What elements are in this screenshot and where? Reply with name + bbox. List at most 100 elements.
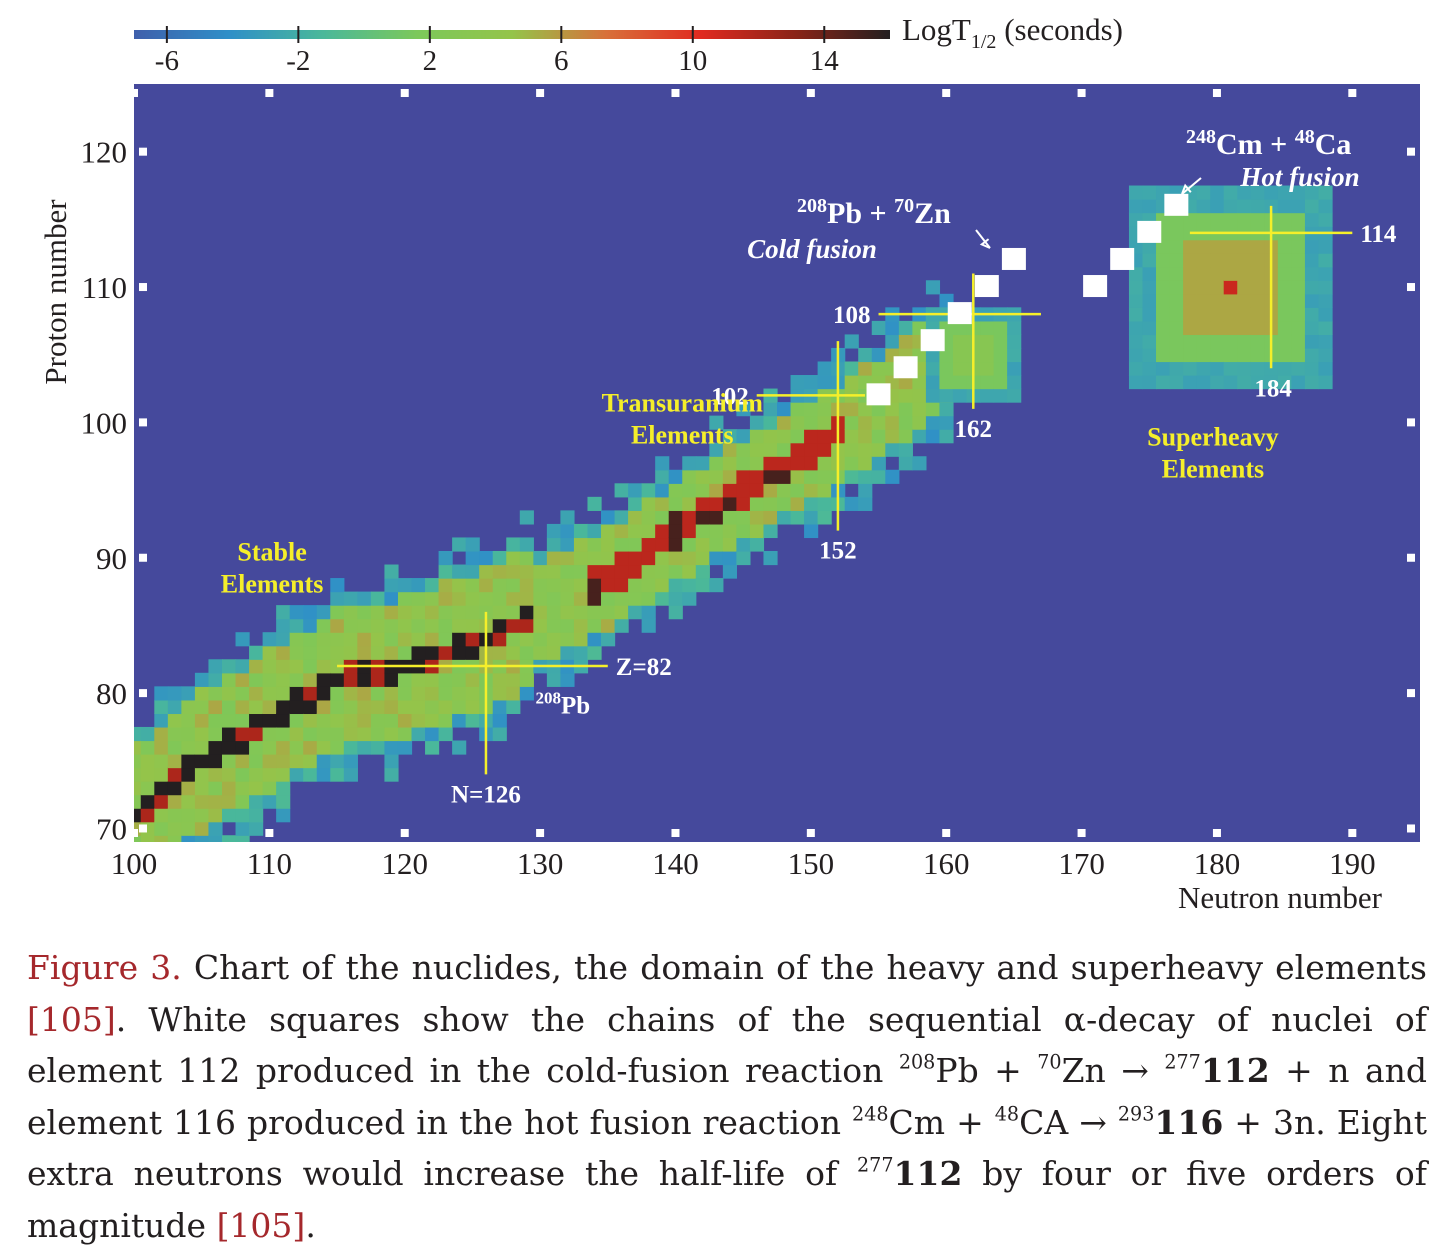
nuclide-cell: [357, 686, 372, 701]
nuclide-cell: [181, 808, 196, 823]
nuclide-cell: [1223, 334, 1238, 349]
nuclide-cell: [316, 605, 331, 620]
nuclide-cell: [1291, 266, 1306, 281]
nuclide-cell: [1237, 347, 1252, 363]
nuclide-cell: [519, 605, 534, 620]
nuclide-cell: [1318, 320, 1333, 336]
nuclide-cell: [1237, 361, 1252, 376]
colorbar-tick-label: 2: [423, 45, 438, 77]
nuclide-cell: [438, 699, 453, 715]
nuclide-cell: [303, 699, 318, 715]
nuclide-cell: [925, 415, 941, 430]
nuclide-cell: [641, 496, 656, 511]
nuclide-cell: [357, 632, 372, 647]
nuclide-cell: [993, 388, 1008, 403]
nuclide-cell: [1210, 320, 1225, 336]
x-tick-mark: [130, 89, 138, 97]
nuclide-cell: [330, 740, 345, 755]
nuclide-cell: [1183, 307, 1198, 322]
nuclide-cell: [1291, 185, 1306, 200]
nuclide-cell: [749, 510, 765, 525]
nuclide-cell: [208, 808, 223, 823]
nuclide-cell: [668, 523, 683, 539]
x-tick-mark: [1077, 89, 1086, 97]
nuclide-cell: [425, 591, 440, 606]
citation-link[interactable]: [105]: [216, 1205, 306, 1245]
nuclide-cell: [384, 618, 399, 633]
decay-chain-square: [974, 275, 999, 298]
nuclide-cell: [1223, 307, 1238, 322]
nuclide-cell: [1196, 293, 1211, 308]
nuclide-cell: [587, 605, 602, 620]
nuclide-cell: [194, 808, 210, 823]
nuclide-cell: [519, 564, 534, 579]
nuclide-cell: [1142, 185, 1157, 200]
nuclide-cell: [763, 442, 778, 457]
nuclide-cell: [303, 632, 318, 647]
nuclide-cell: [249, 740, 264, 755]
nuclide-cell: [628, 550, 643, 566]
nuclide-cell: [885, 429, 900, 444]
citation-link[interactable]: [105]: [27, 999, 116, 1039]
nuclide-cell: [1277, 212, 1292, 227]
nuclide-cell: [397, 672, 413, 687]
nuclide-cell: [289, 605, 304, 620]
nuclide-cell: [330, 726, 345, 742]
x-tick-mark: [671, 89, 680, 97]
nuclide-cell: [370, 645, 386, 660]
nuclide-cell: [492, 578, 507, 593]
nuclide-cell: [134, 794, 142, 809]
nuclide-cell: [614, 550, 629, 566]
nuclide-cell: [546, 564, 562, 579]
nuclide-cell: [912, 375, 927, 390]
nuclide-cell: [844, 469, 859, 484]
nuclide-cell: [858, 402, 873, 417]
x-tick-label: 150: [788, 846, 835, 881]
nuclide-cell: [655, 523, 670, 539]
nuclide-cell: [519, 550, 534, 566]
nuclide-cell: [1237, 253, 1252, 268]
nuclide-cell: [871, 415, 886, 430]
nuclide-cell: [1318, 212, 1333, 227]
nuclide-cell: [479, 550, 494, 566]
nuclide-cell: [722, 564, 737, 579]
nuclide-cell: [221, 713, 237, 728]
region-label: Superheavy: [1147, 422, 1278, 451]
nuclide-cell: [1304, 266, 1320, 281]
nuclide-cell: [276, 632, 291, 647]
nuclide-cell: [316, 645, 331, 660]
nuclide-cell: [425, 618, 440, 633]
nuclide-cell: [1128, 361, 1144, 376]
y-tick-mark: [139, 418, 147, 427]
nuclide-cell: [289, 754, 304, 769]
nuclide-cell: [384, 754, 399, 769]
nuclide-cell: [641, 564, 656, 579]
nuclide-cell: [330, 713, 345, 728]
nuclide-cell: [628, 591, 643, 606]
nuclide-cell: [492, 550, 507, 566]
nuclide-cell: [1223, 266, 1238, 281]
nuclide-cell: [939, 429, 954, 444]
nuclide-cell: [1250, 253, 1265, 268]
nuclide-cell: [262, 632, 277, 647]
fusion-type-label: Cold fusion: [747, 234, 877, 264]
nuclide-cell: [1223, 347, 1238, 363]
nuclide-cell: [601, 618, 616, 633]
nuclide-cell: [844, 334, 859, 349]
nuclide-cell: [134, 740, 142, 755]
nuclide-cell: [276, 767, 291, 782]
nuclide-cell: [1196, 212, 1211, 227]
nuclide-cell: [167, 835, 182, 842]
nuclide-cell: [397, 686, 413, 701]
nuclide-cell: [181, 740, 196, 755]
nuclide-cell: [1237, 266, 1252, 281]
x-tick-mark: [806, 829, 815, 837]
nuclide-cell: [1007, 375, 1022, 390]
nuclide-cell: [560, 523, 575, 539]
nuclide-cell: [357, 591, 372, 606]
nuclide-cell: [452, 645, 467, 660]
region-label: Stable: [237, 537, 306, 566]
nuclide-cell: [1304, 375, 1320, 390]
nuclide-cell: [844, 442, 859, 457]
nuclide-cell: [465, 713, 480, 728]
